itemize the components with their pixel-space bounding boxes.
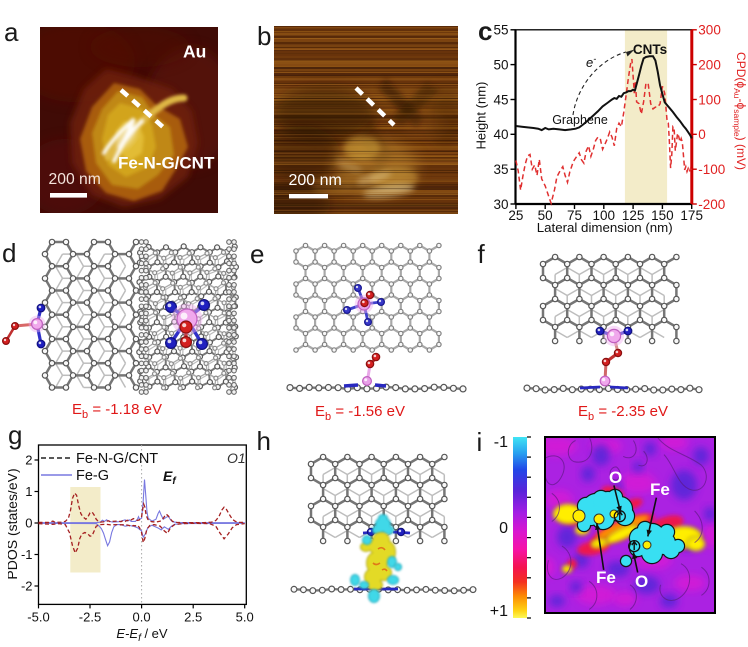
svg-text:55: 55 [493,23,508,38]
svg-text:Au: Au [183,42,206,62]
svg-text:Graphene: Graphene [552,113,608,127]
svg-text:175: 175 [680,208,703,223]
svg-text:-2.5: -2.5 [79,609,101,624]
svg-text:-100: -100 [698,162,725,177]
svg-text:50: 50 [493,57,508,72]
svg-text:Eb = -1.18 eV: Eb = -1.18 eV [72,401,162,421]
svg-text:O: O [609,468,622,487]
svg-text:Lateral dimension (nm): Lateral dimension (nm) [537,220,673,235]
svg-text:Ef: Ef [163,468,177,487]
svg-text:PDOS (states/eV): PDOS (states/eV) [8,468,20,579]
svg-text:0.0: 0.0 [133,609,151,624]
svg-text:200: 200 [698,57,721,72]
svg-text:-5.0: -5.0 [27,609,49,624]
svg-text:+1: +1 [490,603,508,620]
svg-text:0: 0 [499,520,508,537]
svg-text:-1: -1 [494,434,508,451]
svg-text:Eb = -1.56 eV: Eb = -1.56 eV [315,403,405,423]
svg-text:Fe-N-G/CNT: Fe-N-G/CNT [76,451,158,467]
svg-text:E-Ef / eV: E-Ef / eV [116,626,168,644]
svg-text:-200: -200 [698,197,725,212]
svg-text:200 nm: 200 nm [289,172,342,189]
svg-text:CNTs: CNTs [633,42,667,57]
svg-text:e-: e- [586,54,596,70]
svg-text:35: 35 [493,162,508,177]
svg-text:O1: O1 [227,450,246,466]
svg-text:150: 150 [651,208,674,223]
svg-text:2: 2 [25,453,32,468]
svg-text:Fe: Fe [596,568,616,587]
svg-text:CPD(ϕAu-ϕsample) (mV): CPD(ϕAu-ϕsample) (mV) [732,52,748,170]
svg-text:300: 300 [698,23,721,38]
svg-text:0: 0 [698,127,706,142]
svg-text:5.0: 5.0 [236,609,254,624]
svg-text:100: 100 [698,92,721,107]
svg-text:50: 50 [538,208,553,223]
svg-text:-1: -1 [21,547,33,562]
svg-text:2.5: 2.5 [184,609,202,624]
svg-text:30: 30 [493,197,508,212]
svg-text:O: O [635,572,648,591]
svg-text:125: 125 [622,208,645,223]
svg-text:1: 1 [25,484,32,499]
svg-text:40: 40 [493,127,508,142]
svg-text:100: 100 [593,208,616,223]
svg-text:-2: -2 [21,579,33,594]
svg-text:Eb = -2.35 eV: Eb = -2.35 eV [578,403,668,423]
svg-text:Fe-N-G/CNT: Fe-N-G/CNT [118,154,215,173]
svg-text:25: 25 [508,208,523,223]
svg-text:Fe-G: Fe-G [76,468,109,484]
svg-text:Fe: Fe [650,480,670,499]
svg-text:0: 0 [25,516,32,531]
svg-text:75: 75 [567,208,582,223]
svg-text:Height (nm): Height (nm) [474,82,489,150]
svg-text:200 nm: 200 nm [49,171,101,188]
svg-text:45: 45 [493,92,508,107]
